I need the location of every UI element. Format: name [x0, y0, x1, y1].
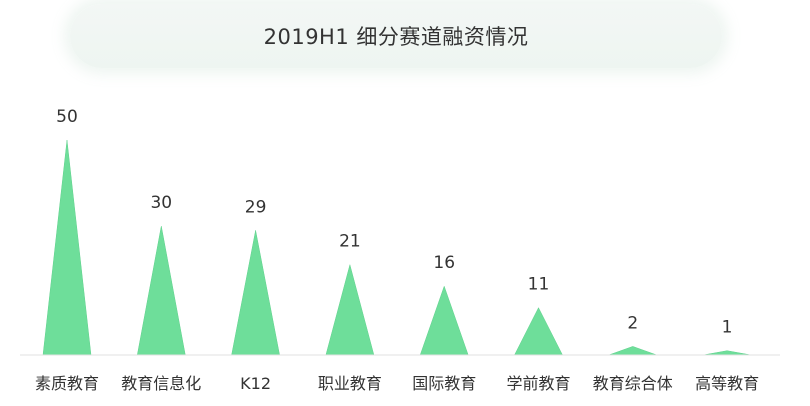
- bar-7: [703, 350, 752, 356]
- category-label-0: 素质教育: [35, 374, 99, 393]
- bar-3: [325, 263, 375, 356]
- value-label-3: 21: [339, 232, 361, 252]
- value-label-1: 30: [150, 193, 172, 213]
- category-label-3: 职业教育: [318, 374, 382, 393]
- value-label-2: 29: [245, 197, 267, 217]
- chart-title: 2019H1 细分赛道融资情况: [263, 25, 529, 49]
- category-label-2: K12: [240, 374, 271, 393]
- value-label-6: 2: [627, 313, 638, 333]
- category-label-1: 教育信息化: [121, 374, 201, 393]
- bar-4: [419, 285, 469, 356]
- bar-5: [514, 307, 563, 356]
- value-label-4: 16: [433, 253, 455, 273]
- category-label-7: 高等教育: [695, 374, 759, 393]
- value-label-5: 11: [528, 275, 550, 295]
- bar-1: [136, 225, 186, 356]
- value-label-7: 1: [722, 318, 733, 338]
- category-label-4: 国际教育: [412, 374, 476, 393]
- category-label-5: 学前教育: [506, 374, 570, 393]
- bar-0: [42, 139, 92, 356]
- category-labels-layer: 素质教育 教育信息化 K12 职业教育 国际教育 学前教育 教育综合体 高等教育: [35, 374, 759, 393]
- bar-2: [231, 230, 280, 356]
- value-label-0: 50: [56, 107, 78, 127]
- category-label-6: 教育综合体: [593, 374, 673, 393]
- chart-title-container: 2019H1 细分赛道融资情况: [70, 4, 722, 68]
- bar-6: [608, 346, 657, 356]
- bars-layer: [42, 139, 752, 356]
